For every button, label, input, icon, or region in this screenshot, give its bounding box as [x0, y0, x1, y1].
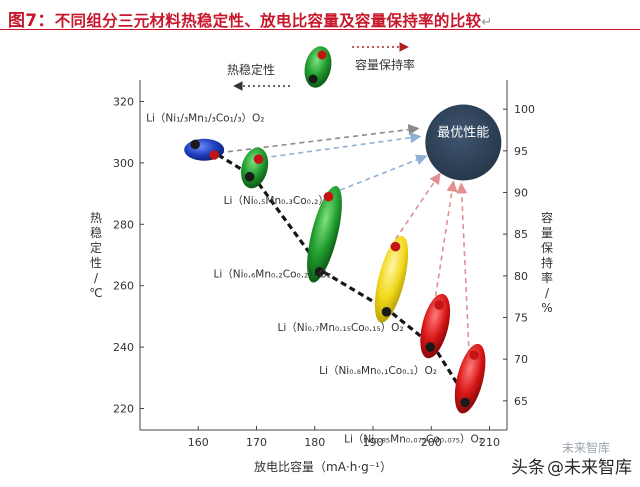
y-tick-label-right: 90: [514, 187, 528, 200]
figure-number: 图7：: [8, 11, 55, 31]
thermal-dot: [244, 171, 255, 182]
best-arrows: [201, 124, 470, 356]
material-label: Li（Ni₀.₈₅Mn₀.₀₇₅Co₀.₀₇₅）O₂: [344, 434, 483, 446]
y-tick-label-left: 240: [113, 341, 134, 354]
y-ticks-left: 220 240 260 280 300 320: [113, 95, 144, 416]
y-tick-label-right: 70: [514, 353, 528, 366]
thermal-dot: [460, 397, 470, 408]
best-arrow: [456, 182, 470, 356]
y-tick-label-right: 80: [514, 270, 528, 283]
material-1: Li（Ni₁/₃Mn₁/₃Co₁/₃）O₂: [146, 113, 265, 161]
y-axis-label-right-char: %: [541, 301, 552, 315]
retention-dot: [390, 241, 401, 252]
y-axis-label-right-char: 持: [541, 255, 553, 270]
watermark-site: 头条: [511, 458, 545, 478]
material-6: Li（Ni₀.₈₅Mn₀.₀₇₅Co₀.₀₇₅）O₂: [344, 343, 486, 446]
best-performance-circle: [425, 104, 502, 181]
y-axis-label-left: 热稳定性/℃: [89, 211, 102, 300]
y-tick-label-left: 260: [113, 280, 134, 293]
thermal-dot: [314, 267, 325, 277]
best-arrow: [389, 172, 441, 248]
y-tick-label-right: 85: [514, 228, 528, 241]
legend-ellipse: [304, 46, 332, 88]
x-tick-label: 200: [421, 436, 442, 449]
thermal-dot: [381, 306, 392, 317]
best-performance-label: 最优性能: [437, 126, 489, 141]
material-ellipse: [420, 293, 451, 359]
y-axis-label-left-char: /: [94, 271, 99, 285]
retention-dot: [469, 350, 479, 360]
x-ticks: 160 170 180 190 200 210: [188, 426, 500, 449]
y-axis-label-left-char: 性: [90, 256, 102, 270]
material-label: Li（Ni₁/₃Mn₁/₃Co₁/₃）O₂: [146, 113, 264, 125]
material-label: Li（Ni₀.₇Mn₀.₁₅Co₀.₁₅）O₂: [277, 322, 403, 334]
material-label: Li（Ni₀.₅Mn₀.₃Co₀.₂）O₂: [224, 195, 342, 207]
watermark-brand-small: 未来智库: [562, 441, 611, 455]
title-rule: [0, 29, 640, 30]
y-axis-label-right-char: 容: [541, 210, 553, 225]
x-axis-label: 放电比容量（mA·h·g⁻¹）: [254, 459, 392, 474]
material-label: Li（Ni₀.₈Mn₀.₁Co₀.₁）O₂: [319, 365, 437, 377]
y-axis-label-right-char: 率: [541, 270, 553, 285]
material-ellipse: [241, 147, 269, 189]
y-axis-label-left-char: ℃: [89, 286, 102, 300]
retention-dot: [434, 300, 444, 310]
y-tick-label-left: 220: [113, 403, 134, 416]
material-2: Li（Ni₀.₅Mn₀.₃Co₀.₂）O₂: [224, 147, 342, 207]
y-ticks-right: 65 70 75 80 85 90 95 100: [503, 103, 535, 408]
legend-retention-dot: [317, 50, 327, 60]
y-tick-label-right: 65: [514, 395, 528, 408]
legend-thermal-dot: [308, 74, 318, 84]
legend-retention: 容量保持率: [352, 42, 415, 72]
retention-dot: [253, 154, 264, 164]
y-axis-label-right-char: 保: [541, 241, 553, 255]
return-mark: ↵: [481, 15, 493, 30]
y-tick-label-left: 300: [113, 157, 134, 170]
x-tick-label: 190: [363, 436, 384, 449]
material-3: Li（Ni₀.₆Mn₀.₂Co₀.₂）O₂: [214, 186, 342, 283]
watermark-account: @未来智库: [547, 458, 632, 478]
figure-title: 图7：不同组分三元材料热稳定性、放电比容量及容量保持率的比较↵: [8, 6, 493, 31]
thermal-dot: [425, 342, 435, 352]
legend-thermal: 热稳定性: [227, 62, 290, 91]
y-axis-label-left-char: 热: [90, 211, 102, 225]
y-tick-label-right: 95: [514, 145, 528, 158]
material-4: Li（Ni₀.₇Mn₀.₁₅Co₀.₁₅）O₂: [277, 235, 409, 334]
retention-dot: [209, 150, 219, 160]
best-arrow: [323, 154, 428, 198]
y-axis-label-left-char: 定: [90, 240, 102, 255]
best-arrow: [201, 124, 420, 156]
best-arrow: [433, 180, 458, 306]
legend-retention-label: 容量保持率: [355, 57, 415, 72]
best-arrow: [253, 132, 422, 160]
material-5: Li（Ni₀.₈Mn₀.₁Co₀.₁）O₂: [319, 293, 451, 377]
y-axis-label-left-char: 稳: [90, 225, 102, 240]
thermal-dot: [190, 139, 200, 150]
retention-dot: [323, 191, 334, 202]
y-axis-label-right: 容量保持率/%: [541, 210, 553, 315]
material-ellipse: [454, 343, 486, 414]
x-tick-label: 160: [188, 436, 209, 449]
material-ellipse: [307, 186, 342, 283]
y-tick-label-left: 320: [113, 95, 134, 108]
materials: Li（Ni₁/₃Mn₁/₃Co₁/₃）O₂ Li（Ni₀.₅Mn₀.₃Co₀.₂）…: [146, 113, 486, 446]
y-axis-label-right-char: /: [545, 286, 550, 300]
y-tick-label-right: 100: [514, 103, 535, 116]
legend-marker: [304, 46, 332, 88]
x-tick-label: 210: [479, 436, 500, 449]
x-tick-label: 180: [304, 436, 325, 449]
legend-thermal-label: 热稳定性: [227, 62, 275, 77]
material-label: Li（Ni₀.₆Mn₀.₂Co₀.₂）O₂: [214, 268, 332, 280]
material-ellipse: [374, 235, 409, 323]
y-tick-label-right: 75: [514, 312, 528, 325]
best-performance: 最优性能: [425, 104, 502, 181]
y-axis-label-right-char: 量: [541, 226, 553, 240]
y-tick-label-left: 280: [113, 218, 134, 231]
figure-title-text: 不同组分三元材料热稳定性、放电比容量及容量保持率的比较: [54, 12, 482, 30]
x-tick-label: 170: [246, 436, 267, 449]
